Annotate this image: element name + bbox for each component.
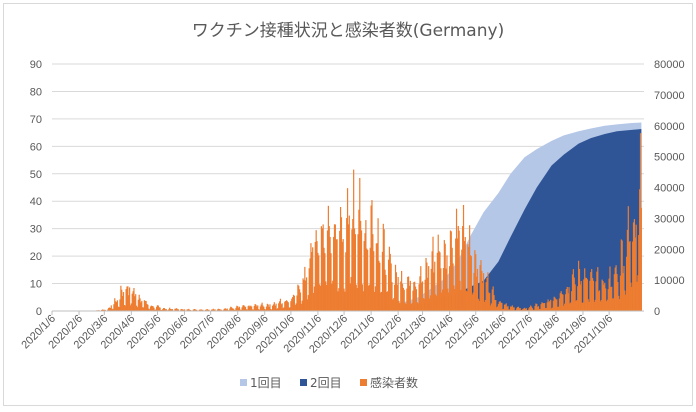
right-tick-label: 30000	[654, 213, 685, 225]
right-tick-label: 0	[654, 306, 660, 318]
legend: 1回目 2回目 感染者数	[240, 375, 418, 390]
right-tick-label: 20000	[654, 244, 685, 256]
left-tick-label: 80	[30, 86, 42, 98]
vaccination-areas	[362, 122, 641, 311]
left-axis-ticks: 0 10 20 30 40 50 60 70 80 90	[30, 59, 42, 318]
left-tick-label: 20	[30, 251, 42, 263]
left-tick-label: 30	[30, 224, 42, 236]
case-bar	[641, 208, 642, 311]
left-tick-label: 70	[30, 114, 42, 126]
right-axis-ticks: 0 10000 20000 30000 40000 50000 60000 70000 8000…	[654, 59, 685, 318]
left-tick-label: 90	[30, 59, 42, 71]
legend-label: 1回目	[250, 376, 282, 390]
legend-swatch	[300, 379, 307, 386]
right-tick-label: 10000	[654, 275, 685, 287]
right-tick-label: 40000	[654, 183, 685, 195]
chart-svg: 0 10 20 30 40 50 60 70 80 90 0 10000 20000 30000 4000…	[4, 4, 694, 407]
left-tick-label: 10	[30, 279, 42, 291]
legend-swatch	[240, 379, 247, 386]
left-tick-label: 40	[30, 196, 42, 208]
right-tick-label: 50000	[654, 152, 685, 164]
legend-label: 感染者数	[370, 375, 418, 390]
legend-label: 2回目	[310, 376, 342, 390]
right-tick-label: 60000	[654, 121, 685, 133]
left-tick-label: 0	[36, 306, 42, 318]
left-tick-label: 60	[30, 141, 42, 153]
x-axis-ticks: 2020/1/62020/2/62020/3/62020/4/62020/5/6…	[19, 311, 615, 356]
right-tick-label: 80000	[654, 59, 685, 71]
legend-swatch	[360, 379, 367, 386]
left-tick-label: 50	[30, 169, 42, 181]
right-tick-label: 70000	[654, 90, 685, 102]
